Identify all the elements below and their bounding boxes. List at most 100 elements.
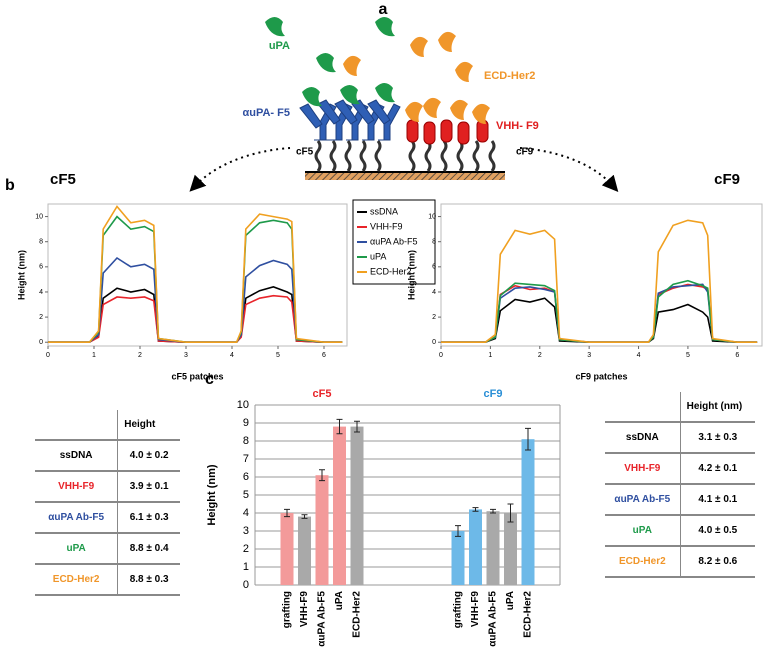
profile-line xyxy=(48,215,343,343)
x-tick-label: grafting xyxy=(282,591,293,628)
label: uPA xyxy=(269,40,290,52)
x-tick-label: 6 xyxy=(735,352,739,359)
profile-line xyxy=(48,286,343,343)
table-row: ECD-Her2 8.2 ± 0.6 xyxy=(605,546,755,578)
table: Height ssDNA 4.0 ± 0.2 VHH-F9 3.9 ± 0.1 αuPA … xyxy=(35,410,180,596)
table-header: Height xyxy=(35,410,180,441)
x-tick-label: 1 xyxy=(488,352,492,359)
x-tick-label: VHH-F9 xyxy=(470,591,481,628)
table-header: Height (nm) xyxy=(605,392,755,423)
legend-label: ECD-Her2 xyxy=(370,266,412,276)
panel-label: c xyxy=(205,371,214,388)
table: Height (nm) ssDNA 3.1 ± 0.3 VHH-F9 4.2 ± 0.1… xyxy=(605,392,755,578)
error-bar xyxy=(354,420,360,433)
y-tick-label: 5 xyxy=(243,489,249,501)
label: VHH- F9 xyxy=(496,120,539,132)
x-tick-label: 2 xyxy=(538,352,542,359)
table-row: ECD-Her2 8.8 ± 0.3 xyxy=(35,564,180,596)
surface xyxy=(305,172,505,180)
legend-label: ssDNA xyxy=(370,206,398,216)
x-tick-label: 4 xyxy=(637,352,641,359)
antibodies xyxy=(299,99,401,141)
row-value: 4.0 ± 0.5 xyxy=(680,515,755,547)
row-name: αuPA Ab-F5 xyxy=(605,484,681,516)
profile-line xyxy=(441,219,758,343)
x-tick-label: 0 xyxy=(46,352,50,359)
legend-label: αuPA Ab-F5 xyxy=(370,236,418,246)
row-value: 8.8 ± 0.3 xyxy=(117,564,180,596)
y-tick-label: 10 xyxy=(428,213,436,220)
dna-strands xyxy=(314,140,496,172)
y-tick-label: 6 xyxy=(39,264,43,271)
profile-line xyxy=(48,205,343,343)
row-value: 3.9 ± 0.1 xyxy=(117,471,180,503)
bar xyxy=(451,531,465,585)
row-name: VHH-F9 xyxy=(605,453,681,485)
table-row: ssDNA 3.1 ± 0.3 xyxy=(605,422,755,454)
y-tick-label: 2 xyxy=(243,543,249,555)
legend-label: VHH-F9 xyxy=(370,221,403,231)
y-tick-label: 9 xyxy=(243,417,249,429)
label: cF5 xyxy=(296,147,314,158)
y-axis-label: Height (nm) xyxy=(406,250,416,300)
table-row: ssDNA 4.0 ± 0.2 xyxy=(35,440,180,472)
x-tick-label: 2 xyxy=(138,352,142,359)
header-cell xyxy=(35,410,119,441)
y-tick-label: 3 xyxy=(243,525,249,537)
table-row: αuPA Ab-F5 4.1 ± 0.1 xyxy=(605,484,755,516)
group-title: cF9 xyxy=(484,388,503,400)
y-tick-label: 0 xyxy=(39,339,43,346)
row-name: VHH-F9 xyxy=(35,471,119,503)
y-tick-label: 0 xyxy=(243,579,249,591)
chart-title: cF5 xyxy=(50,171,76,188)
bar xyxy=(333,426,346,585)
y-tick-label: 4 xyxy=(39,289,43,296)
profile-line xyxy=(48,294,343,343)
nanobodies xyxy=(406,119,489,145)
bar xyxy=(315,475,329,585)
label: cF9 xyxy=(516,147,534,158)
x-tick-label: VHH-F9 xyxy=(299,591,310,628)
y-tick-label: 8 xyxy=(243,435,249,447)
header-cell: Height xyxy=(117,410,180,441)
chart-title: cF9 xyxy=(714,171,740,188)
panel-label: a xyxy=(379,1,388,18)
table-row: αuPA Ab-F5 6.1 ± 0.3 xyxy=(35,502,180,534)
bar xyxy=(469,509,482,585)
her2-proteins xyxy=(343,31,490,124)
bar xyxy=(521,439,535,585)
y-tick-label: 6 xyxy=(243,471,249,483)
y-tick-label: 6 xyxy=(432,264,436,271)
bar xyxy=(280,513,294,585)
row-value: 4.1 ± 0.1 xyxy=(680,484,755,516)
row-value: 4.0 ± 0.2 xyxy=(117,440,180,472)
bar xyxy=(298,516,311,585)
header-cell xyxy=(605,392,681,423)
row-name: ECD-Her2 xyxy=(35,564,119,596)
error-bar xyxy=(507,503,514,523)
error-bar xyxy=(472,507,479,512)
y-tick-label: 1 xyxy=(243,561,249,573)
x-axis-label: cF9 patches xyxy=(575,371,627,381)
row-value: 6.1 ± 0.3 xyxy=(117,502,180,534)
arrow-right xyxy=(519,147,619,192)
y-tick-label: 2 xyxy=(432,314,436,321)
error-bar xyxy=(525,427,531,451)
upa-proteins xyxy=(265,17,395,107)
table-row: uPA 8.8 ± 0.4 xyxy=(35,533,180,565)
error-bar xyxy=(284,508,290,518)
plot-frame xyxy=(47,203,348,347)
y-tick-label: 8 xyxy=(39,239,43,246)
x-tick-label: uPA xyxy=(505,591,516,610)
x-tick-label: 5 xyxy=(686,352,690,359)
error-bar xyxy=(336,418,343,435)
y-tick-label: 10 xyxy=(35,213,43,220)
y-tick-label: 7 xyxy=(243,453,249,465)
x-tick-label: 4 xyxy=(230,352,234,359)
row-name: ssDNA xyxy=(605,422,681,454)
profile-line xyxy=(48,256,343,343)
table-row: VHH-F9 4.2 ± 0.1 xyxy=(605,453,755,485)
error-bar xyxy=(455,525,461,537)
